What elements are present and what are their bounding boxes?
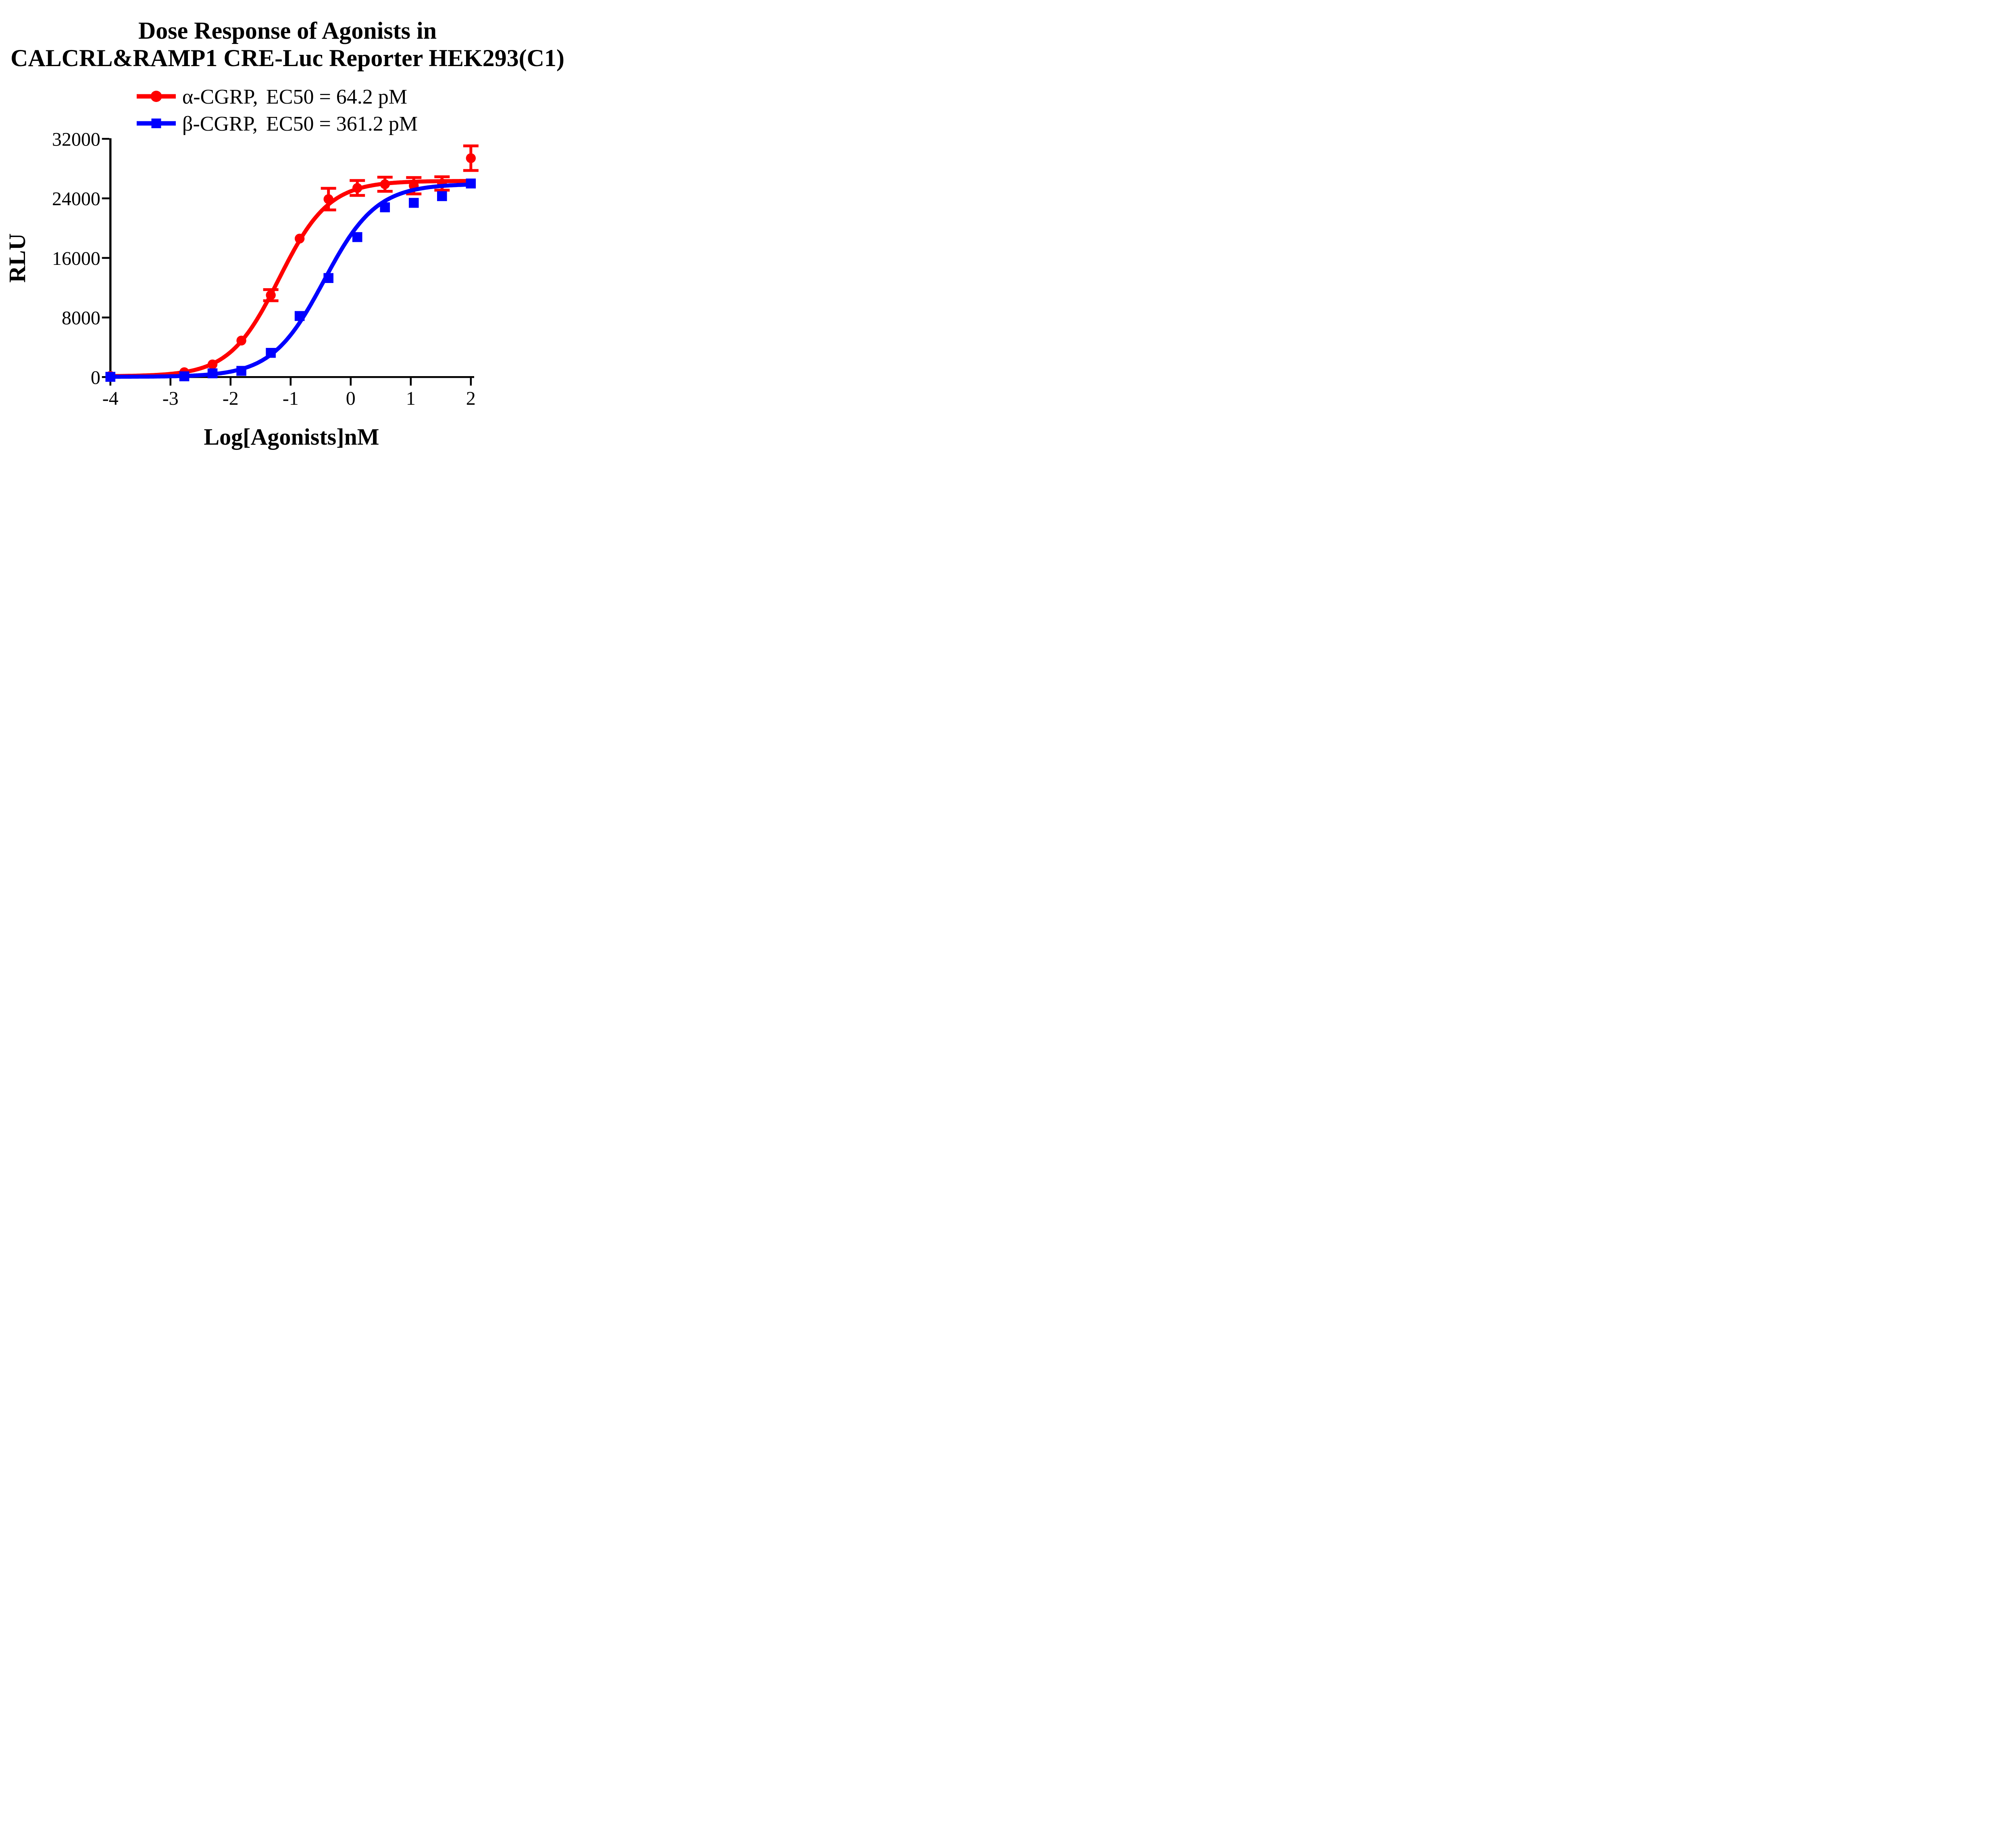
chart-title-line1: Dose Response of Agonists in [138, 17, 437, 44]
y-tick-label: 16000 [52, 248, 100, 269]
y-tick-label: 8000 [62, 308, 100, 329]
data-point-β-CGRP [437, 191, 447, 201]
data-point-β-CGRP [294, 311, 305, 321]
x-tick-label: -2 [223, 388, 239, 409]
data-point-β-CGRP [408, 198, 419, 208]
x-tick-label: -3 [162, 388, 179, 409]
data-point-α-CGRP [266, 290, 276, 300]
x-tick-label: 2 [466, 388, 476, 409]
plot-area: -4 -3 -2 -1 0 1 2 0 8000 16000 24000 32000 [52, 129, 479, 409]
data-point-β-CGRP [466, 178, 476, 189]
data-point-β-CGRP [266, 348, 276, 358]
dose-response-figure: Dose Response of Agonists in CALCRL&RAMP… [0, 0, 573, 457]
data-point-β-CGRP [236, 366, 246, 376]
y-tick-label: 24000 [52, 188, 100, 210]
data-point-β-CGRP [352, 232, 362, 242]
data-point-α-CGRP [380, 179, 390, 189]
data-point-β-CGRP [179, 371, 190, 381]
x-tick-label: -1 [283, 388, 299, 409]
y-axis-title: RLU [4, 233, 30, 283]
data-point-β-CGRP [323, 273, 333, 283]
data-point-β-CGRP [207, 368, 218, 379]
x-axis-title: Log[Agonists]nM [204, 424, 379, 450]
x-tick-label: 0 [346, 388, 356, 409]
y-tick-label: 0 [91, 367, 100, 388]
legend-entry-alpha-cgrp: α-CGRP, EC50 = 64.2 pM [137, 85, 407, 108]
x-tick-label: 1 [406, 388, 416, 409]
y-tick-label: 32000 [52, 129, 100, 150]
fit-curve-α-CGRP [108, 179, 474, 378]
data-point-α-CGRP [352, 183, 362, 193]
legend-ec50-alpha: EC50 = 64.2 pM [266, 85, 407, 108]
data-point-α-CGRP [323, 194, 333, 204]
x-tick-label: -4 [102, 388, 119, 409]
dose-response-chart: Dose Response of Agonists in CALCRL&RAMP… [4, 17, 564, 450]
data-point-α-CGRP [466, 153, 476, 163]
data-point-α-CGRP [207, 359, 218, 370]
legend-label-beta: β-CGRP, [182, 112, 258, 135]
legend-square-marker-icon [151, 119, 161, 128]
data-point-α-CGRP [236, 335, 246, 346]
legend-entry-beta-cgrp: β-CGRP, EC50 = 361.2 pM [137, 112, 418, 135]
data-point-β-CGRP [380, 202, 390, 212]
legend-label-alpha: α-CGRP, [182, 85, 258, 108]
fit-curve-β-CGRP [108, 182, 474, 379]
legend-ec50-beta: EC50 = 361.2 pM [266, 112, 418, 135]
chart-title-line2: CALCRL&RAMP1 CRE-Luc Reporter HEK293(C1) [10, 45, 564, 71]
data-point-α-CGRP [294, 233, 305, 244]
data-point-β-CGRP [105, 372, 116, 382]
legend-circle-marker-icon [150, 91, 162, 102]
